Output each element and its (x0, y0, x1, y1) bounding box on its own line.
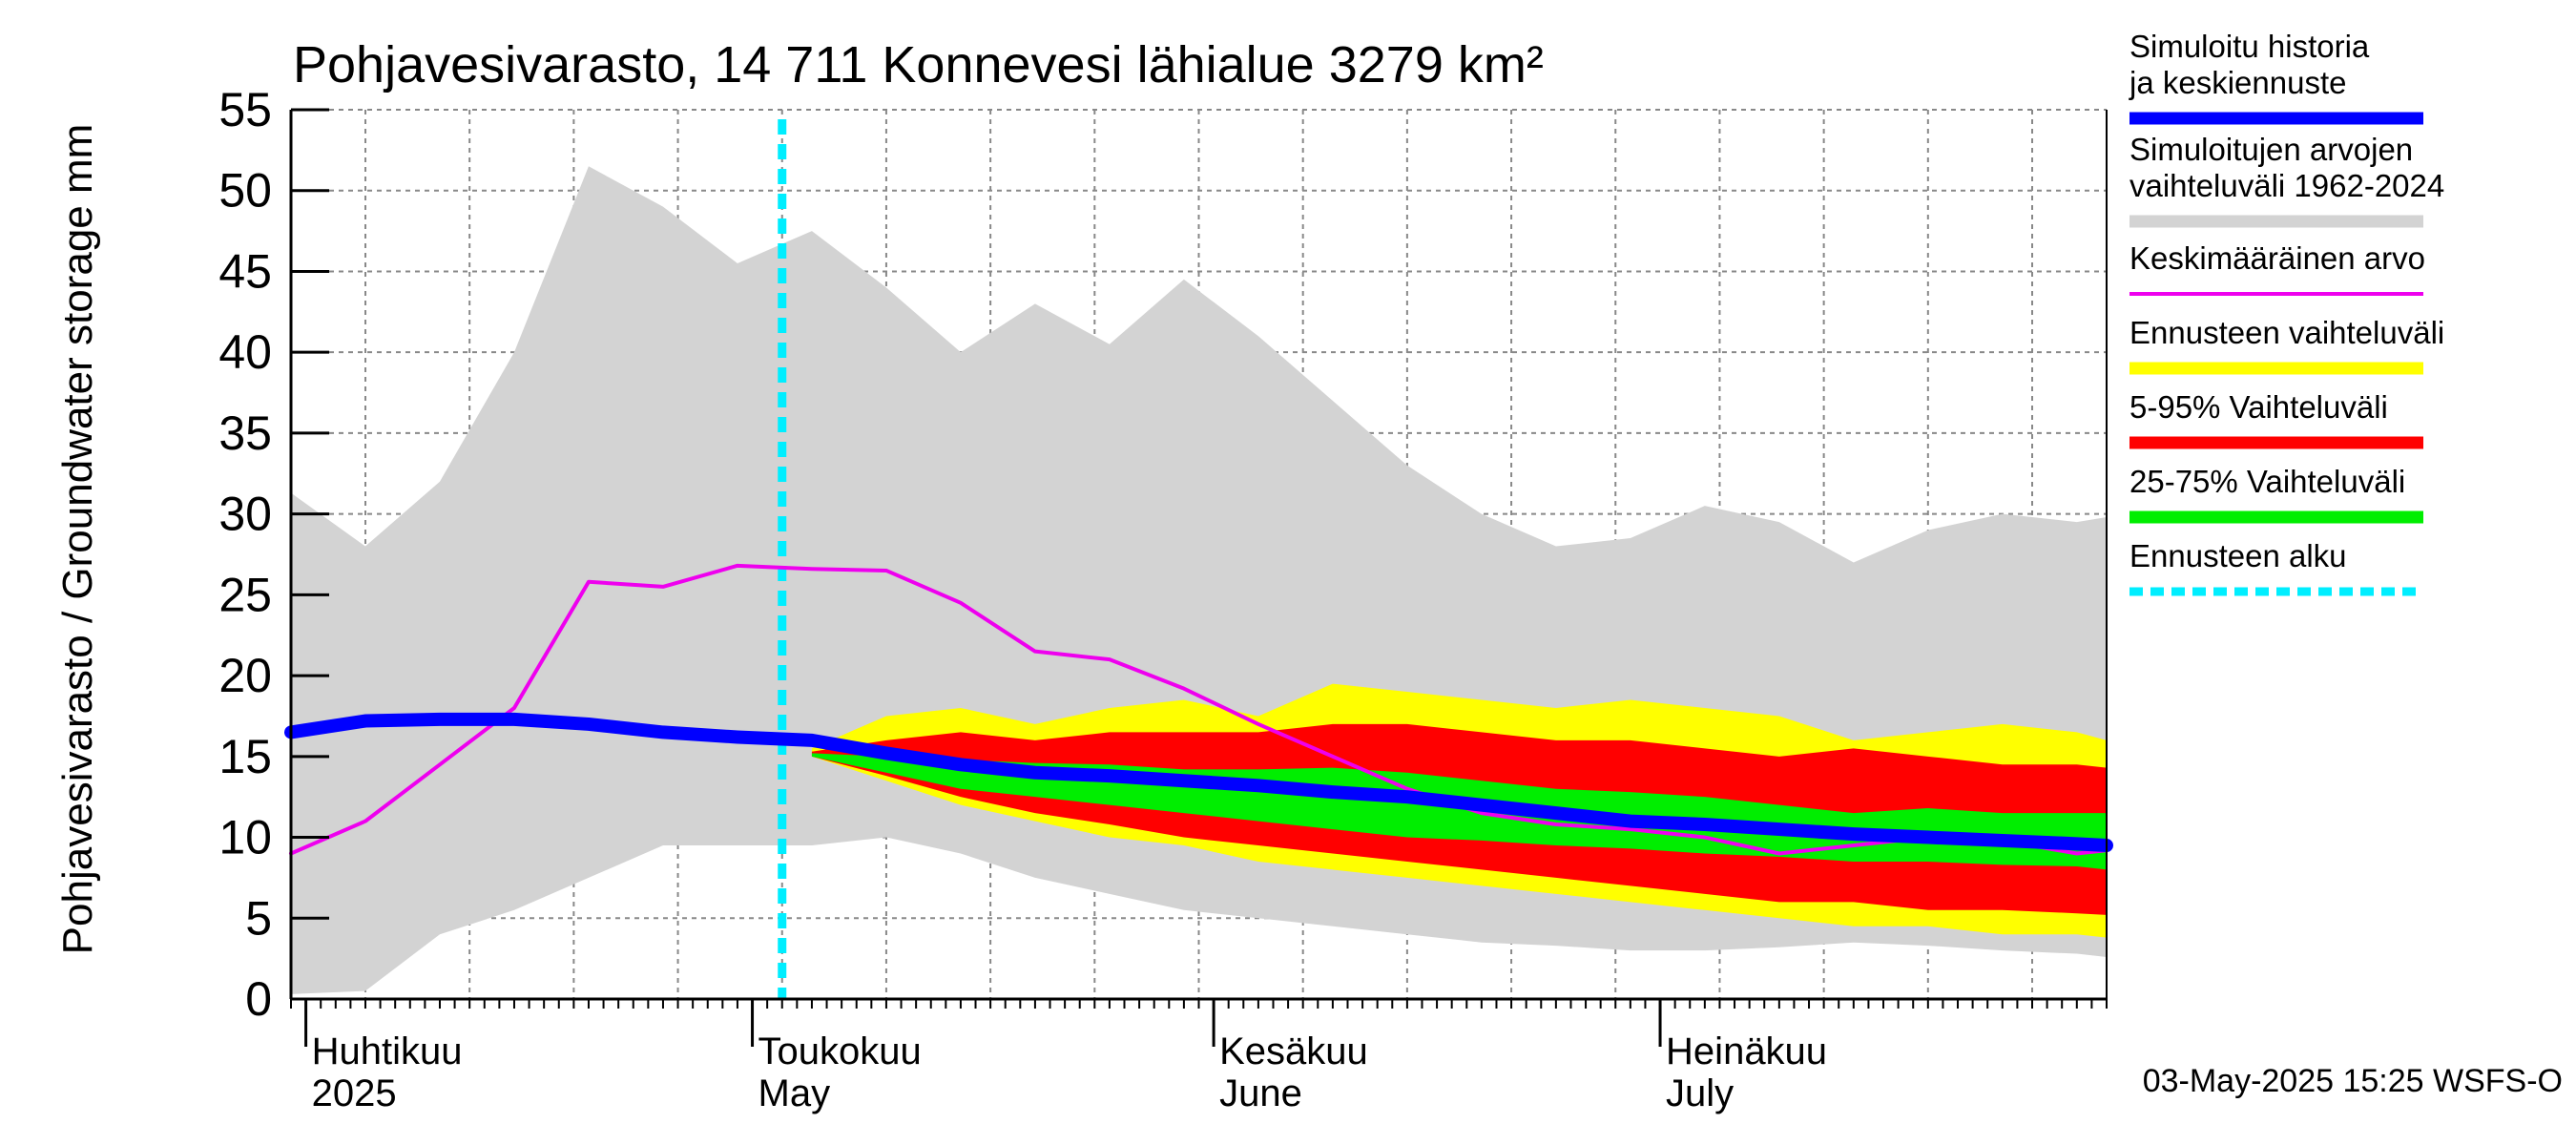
x-month-label-fi: Toukokuu (758, 1030, 922, 1072)
legend-item: Ennusteen alku (2129, 538, 2423, 596)
y-tick-label: 10 (218, 811, 272, 864)
legend-label: Ennusteen alku (2129, 538, 2347, 573)
legend-label: Simuloitu historia (2129, 29, 2370, 64)
chart-title: Pohjavesivarasto, 14 711 Konnevesi lähia… (293, 36, 1544, 94)
legend-label: ja keskiennuste (2129, 65, 2346, 100)
legend-item: Keskimääräinen arvo (2129, 240, 2425, 296)
legend-label: 5-95% Vaihteluväli (2129, 389, 2388, 425)
legend-item: Ennusteen vaihteluväli (2129, 315, 2444, 375)
y-tick-label: 55 (218, 83, 272, 136)
legend-item: 5-95% Vaihteluväli (2129, 389, 2423, 449)
y-tick-label: 45 (218, 244, 272, 298)
y-tick-label: 40 (218, 325, 272, 379)
y-axis: 0 5 10 15 20 25 30 35 40 45 50 55 (218, 83, 329, 1026)
footer-timestamp: 03-May-2025 15:25 WSFS-O (2143, 1063, 2563, 1099)
series-line-keskim-r-inen-arvo (289, 563, 2109, 856)
plot-area (284, 109, 2113, 1001)
x-month-label-en: 2025 (312, 1072, 397, 1114)
y-tick-label: 0 (245, 972, 272, 1026)
y-tick-label: 15 (218, 730, 272, 783)
x-month-label-fi: Heinäkuu (1666, 1030, 1827, 1072)
legend-label: 25-75% Vaihteluväli (2129, 464, 2405, 499)
legend-label: Ennusteen vaihteluväli (2129, 315, 2444, 350)
legend-label: Simuloitujen arvojen (2129, 132, 2413, 167)
y-tick-label: 30 (218, 488, 272, 541)
legend-item: 25-75% Vaihteluväli (2129, 464, 2423, 524)
x-month-label-fi: Kesäkuu (1219, 1030, 1368, 1072)
y-tick-label: 5 (245, 891, 272, 945)
y-axis-label: Pohjavesivarasto / Groundwater storage m… (54, 124, 101, 955)
y-tick-label: 20 (218, 649, 272, 702)
x-month-label-en: July (1666, 1072, 1734, 1114)
series-line-simuloitu-historia-ja-keskiennuste (284, 712, 2113, 853)
y-tick-label: 50 (218, 164, 272, 218)
y-tick-label: 35 (218, 406, 272, 460)
legend-label: Keskimääräinen arvo (2129, 240, 2425, 276)
x-month-label-en: June (1219, 1072, 1302, 1114)
y-tick-label: 25 (218, 568, 272, 621)
legend-label: vaihteluväli 1962-2024 (2129, 168, 2444, 203)
x-month-label-fi: Huhtikuu (312, 1030, 463, 1072)
x-month-label-en: May (758, 1072, 831, 1114)
